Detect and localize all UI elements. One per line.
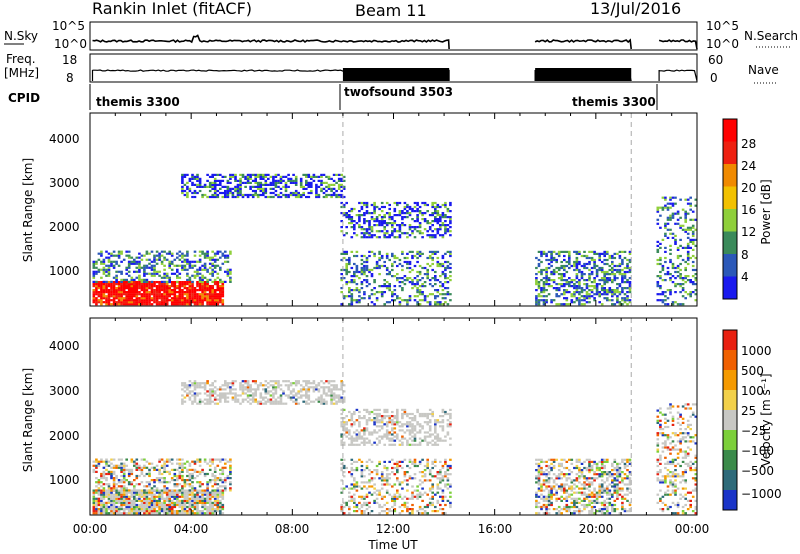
x-axis-label: Time UT — [367, 538, 418, 552]
xtick-3: 12:00 — [376, 522, 411, 536]
vel-cbar-tick-1000: 1000 — [741, 344, 772, 358]
nsky-tick-top: 10^5 — [52, 19, 85, 33]
vel-ylabel: Slant Range [km] — [21, 368, 35, 472]
vel-cbar-tick-100: 100 — [741, 384, 764, 398]
cpid-mode-2: twofsound 3503 — [344, 85, 453, 99]
xtick-0: 00:00 — [73, 522, 108, 536]
vel-cbar-tick-m25: −25 — [741, 424, 766, 438]
freq-label: Freq. — [6, 52, 36, 66]
power-cbar-label: Power [dB] — [759, 179, 773, 244]
xtick-4: 16:00 — [478, 522, 513, 536]
vel-ytick-4000: 4000 — [49, 339, 80, 353]
beam-title: Beam 11 — [355, 1, 427, 20]
vel-cbar-label: Velocity [m s⁻¹] — [759, 373, 773, 466]
power-cbar-tick-24: 24 — [741, 159, 756, 173]
vel-cbar-tick-m100: −100 — [741, 444, 774, 458]
xtick-6: 00:00 — [675, 522, 710, 536]
vel-ytick-3000: 3000 — [49, 384, 80, 398]
cpid-label: CPID — [8, 91, 40, 105]
nave-tick-bottom: 0 — [710, 71, 718, 85]
cpid-panel: CPID themis 3300 twofsound 3503 themis 3… — [8, 84, 658, 110]
date-title: 13/Jul/2016 — [590, 0, 681, 18]
power-colorbar — [723, 119, 737, 300]
nsky-label: N.Sky — [4, 29, 38, 43]
nave-tick-top: 60 — [708, 53, 723, 67]
freq-tick-top: 18 — [62, 53, 77, 67]
power-cbar-tick-12: 12 — [741, 225, 756, 239]
xtick-1: 04:00 — [174, 522, 209, 536]
vel-ytick-1000: 1000 — [49, 473, 80, 487]
nsearch-tick-top: 10^5 — [706, 19, 739, 33]
power-cbar-tick-16: 16 — [741, 203, 756, 217]
nsearch-tick-bottom: 10^0 — [706, 37, 739, 51]
xtick-5: 20:00 — [579, 522, 614, 536]
freq-panel: Freq. [MHz] 18 8 60 0 Nave — [4, 52, 779, 85]
power-ytick-3000: 3000 — [49, 176, 80, 190]
nave-label: Nave — [748, 63, 779, 77]
velocity-panel: Slant Range [km] 1000 2000 3000 4000 100… — [21, 317, 782, 516]
power-panel: Slant Range [km] 1000 2000 3000 4000 4 8… — [21, 112, 773, 307]
power-ytick-1000: 1000 — [49, 264, 80, 278]
vel-cbar-tick-500: 500 — [741, 364, 764, 378]
vel-cbar-tick-m1000: −1000 — [741, 487, 782, 501]
vel-ytick-2000: 2000 — [49, 429, 80, 443]
power-cbar-tick-8: 8 — [741, 248, 749, 262]
freq-trace — [91, 68, 698, 82]
power-cbar-tick-28: 28 — [741, 137, 756, 151]
x-axis: 00:00 04:00 08:00 12:00 16:00 20:00 00:0… — [73, 522, 710, 552]
nsearch-label: N.Search — [744, 29, 798, 43]
vel-cbar-tick-m500: −500 — [741, 464, 774, 478]
nsky-trace — [92, 34, 698, 50]
cpid-mode-1: themis 3300 — [96, 95, 180, 109]
velocity-colorbar — [723, 330, 737, 511]
power-ytick-4000: 4000 — [49, 132, 80, 146]
vel-cbar-tick-25: 25 — [741, 404, 756, 418]
power-cbar-tick-4: 4 — [741, 270, 749, 284]
velocity-data — [92, 318, 698, 515]
power-data — [92, 113, 698, 306]
freq-unit: [MHz] — [4, 66, 39, 80]
station-title: Rankin Inlet (fitACF) — [92, 0, 252, 18]
nsky-tick-bottom: 10^0 — [54, 37, 87, 51]
power-ytick-2000: 2000 — [49, 220, 80, 234]
cpid-mode-3: themis 3300 — [572, 95, 656, 109]
xtick-2: 08:00 — [275, 522, 310, 536]
freq-tick-bottom: 8 — [66, 71, 74, 85]
power-cbar-tick-20: 20 — [741, 181, 756, 195]
nsky-panel: N.Sky 10^5 10^0 10^5 10^0 N.Search — [4, 19, 798, 51]
power-ylabel: Slant Range [km] — [21, 158, 35, 262]
